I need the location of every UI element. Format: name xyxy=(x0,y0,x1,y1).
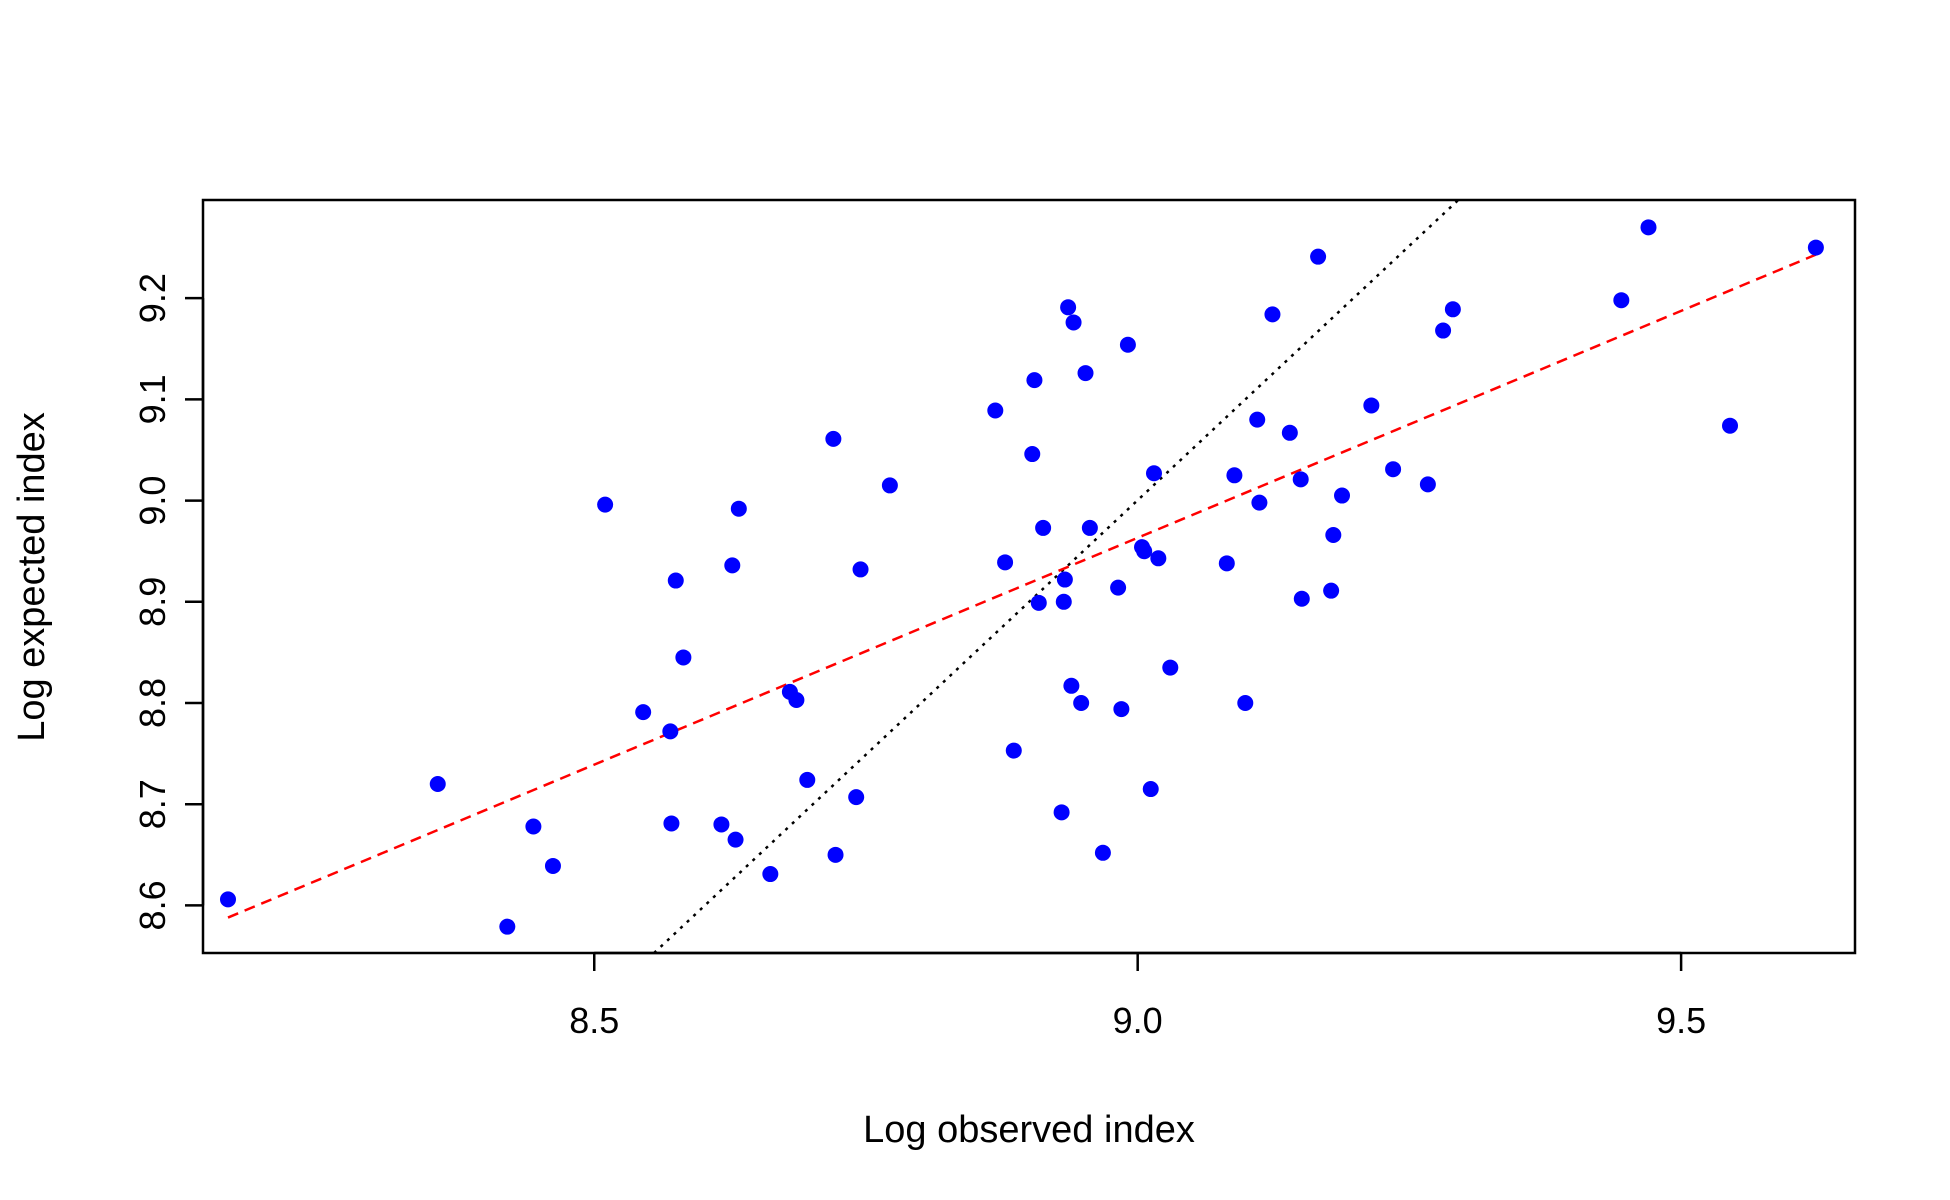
y-tick-label: 9.0 xyxy=(132,476,173,526)
data-point xyxy=(1110,579,1127,596)
data-point xyxy=(799,771,816,788)
data-point xyxy=(827,846,844,863)
data-point xyxy=(762,866,779,883)
y-tick-label: 8.8 xyxy=(132,678,173,728)
data-point xyxy=(1060,299,1077,316)
x-axis: 8.5 9.0 9.5 xyxy=(569,951,1706,1041)
data-point xyxy=(724,557,741,574)
data-point xyxy=(730,500,747,517)
data-point xyxy=(825,430,842,447)
data-point xyxy=(1363,397,1380,414)
x-tick-label: 9.0 xyxy=(1113,1000,1163,1041)
data-point xyxy=(987,402,1004,419)
data-point xyxy=(1237,695,1254,712)
data-point xyxy=(544,857,561,874)
data-point xyxy=(662,723,679,740)
data-point xyxy=(1226,467,1243,484)
data-point xyxy=(219,891,236,908)
data-point xyxy=(1073,695,1090,712)
data-point xyxy=(1281,424,1298,441)
data-point xyxy=(525,818,542,835)
y-tick-label: 9.2 xyxy=(132,273,173,323)
data-point xyxy=(1136,543,1153,560)
data-point xyxy=(848,789,865,806)
data-point xyxy=(1030,594,1047,611)
data-point xyxy=(1094,844,1111,861)
y-axis-label: Log expected index xyxy=(11,412,53,742)
data-point xyxy=(1119,336,1136,353)
data-point xyxy=(997,554,1014,571)
data-point xyxy=(1065,314,1082,331)
data-point xyxy=(663,815,680,832)
data-point xyxy=(1053,804,1070,821)
data-point xyxy=(1162,659,1179,676)
data-point xyxy=(1613,292,1630,309)
data-point xyxy=(635,704,652,721)
x-tick-label: 8.5 xyxy=(569,1000,619,1041)
data-point xyxy=(597,496,614,513)
data-point xyxy=(1334,487,1351,504)
data-point xyxy=(1292,471,1309,488)
x-axis-label: Log observed index xyxy=(863,1109,1195,1151)
data-point xyxy=(1218,555,1235,572)
data-point xyxy=(1419,476,1436,493)
data-point xyxy=(1640,219,1657,236)
data-point xyxy=(1264,306,1281,323)
data-point xyxy=(1056,571,1073,588)
data-point xyxy=(429,775,446,792)
data-point xyxy=(667,572,684,589)
x-tick-label: 9.5 xyxy=(1656,1000,1706,1041)
data-point xyxy=(675,649,692,666)
data-point xyxy=(1293,590,1310,607)
data-point xyxy=(1035,519,1052,536)
data-point xyxy=(1063,677,1080,694)
y-tick-label: 9.1 xyxy=(132,374,173,424)
data-point xyxy=(1024,446,1041,463)
data-point xyxy=(1435,322,1452,339)
data-point xyxy=(1807,239,1824,256)
data-point xyxy=(852,561,869,578)
data-point xyxy=(1722,417,1739,434)
data-point xyxy=(1077,365,1094,382)
data-point xyxy=(1113,701,1130,718)
y-tick-label: 8.9 xyxy=(132,577,173,627)
reference-lines xyxy=(227,200,1817,953)
y-axis: 8.6 8.7 8.8 8.9 9.0 9.1 9.2 xyxy=(132,273,205,930)
data-point xyxy=(1145,465,1162,482)
data-points xyxy=(219,219,1824,935)
data-point xyxy=(713,816,730,833)
data-point xyxy=(1249,411,1266,428)
data-point xyxy=(1325,527,1342,544)
fitted-trend-line xyxy=(227,253,1817,919)
data-point xyxy=(881,477,898,494)
data-point xyxy=(1055,593,1072,610)
plot-frame xyxy=(201,198,1857,955)
data-point xyxy=(1385,461,1402,478)
data-point xyxy=(727,831,744,848)
data-point xyxy=(499,918,516,935)
data-point xyxy=(788,691,805,708)
data-point xyxy=(1444,301,1461,318)
data-point xyxy=(1310,248,1327,265)
data-point xyxy=(1026,372,1043,389)
y-tick-label: 8.6 xyxy=(132,880,173,930)
y-tick-label: 8.7 xyxy=(132,779,173,829)
data-point xyxy=(1251,494,1268,511)
data-point xyxy=(1150,550,1167,567)
data-point xyxy=(1081,519,1098,536)
data-point xyxy=(1142,781,1159,798)
data-point xyxy=(1323,582,1340,599)
identity-reference-line xyxy=(653,200,1460,953)
data-point xyxy=(1005,742,1022,759)
